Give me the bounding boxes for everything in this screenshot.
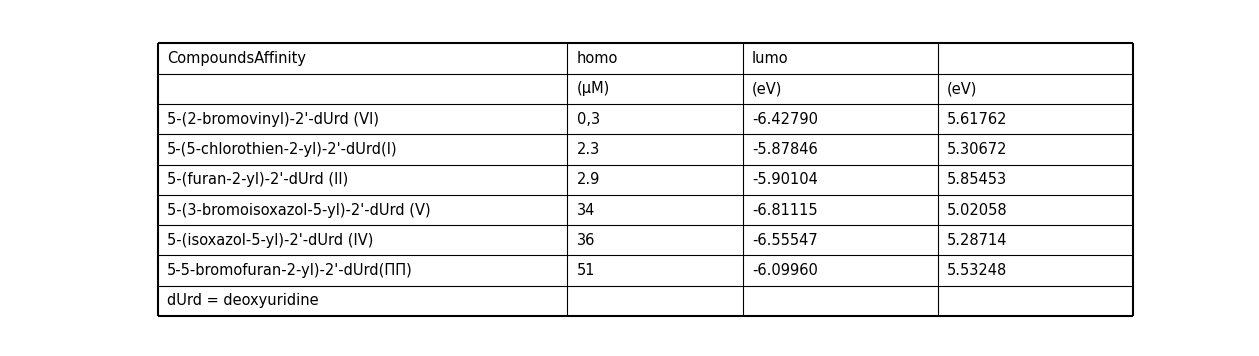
Text: 5.61762: 5.61762 <box>947 112 1007 127</box>
Text: 34: 34 <box>577 203 596 218</box>
Text: 51: 51 <box>577 263 596 278</box>
Text: -5.90104: -5.90104 <box>752 172 818 187</box>
Text: -6.42790: -6.42790 <box>752 112 818 127</box>
Text: CompoundsAffinity: CompoundsAffinity <box>167 51 306 66</box>
Text: -5.87846: -5.87846 <box>752 142 818 157</box>
Text: 2.3: 2.3 <box>577 142 599 157</box>
Text: homo: homo <box>577 51 618 66</box>
Text: (eV): (eV) <box>752 82 782 96</box>
Text: 0,3: 0,3 <box>577 112 599 127</box>
Text: 5-(2-bromovinyl)-2'-dUrd (VI): 5-(2-bromovinyl)-2'-dUrd (VI) <box>167 112 379 127</box>
Text: -6.81115: -6.81115 <box>752 203 817 218</box>
Text: 36: 36 <box>577 233 596 248</box>
Text: 5-(isoxazol-5-yl)-2'-dUrd (IV): 5-(isoxazol-5-yl)-2'-dUrd (IV) <box>167 233 374 248</box>
Text: (eV): (eV) <box>947 82 977 96</box>
Text: -6.09960: -6.09960 <box>752 263 818 278</box>
Text: 5.30672: 5.30672 <box>947 142 1007 157</box>
Text: dUrd = deoxyuridine: dUrd = deoxyuridine <box>167 293 319 308</box>
Text: lumo: lumo <box>752 51 788 66</box>
Text: 5-5-bromofuran-2-yl)-2'-dUrd(ΠΠ): 5-5-bromofuran-2-yl)-2'-dUrd(ΠΠ) <box>167 263 413 278</box>
Text: 5-(5-chlorothien-2-yl)-2'-dUrd(I): 5-(5-chlorothien-2-yl)-2'-dUrd(I) <box>167 142 398 157</box>
Text: 5.85453: 5.85453 <box>947 172 1007 187</box>
Text: 5.28714: 5.28714 <box>947 233 1007 248</box>
Text: -6.55547: -6.55547 <box>752 233 818 248</box>
Text: 5-(furan-2-yl)-2'-dUrd (II): 5-(furan-2-yl)-2'-dUrd (II) <box>167 172 349 187</box>
Text: 2.9: 2.9 <box>577 172 601 187</box>
Text: (μM): (μM) <box>577 82 609 96</box>
Text: 5-(3-bromoisoxazol-5-yl)-2'-dUrd (V): 5-(3-bromoisoxazol-5-yl)-2'-dUrd (V) <box>167 203 431 218</box>
Text: 5.02058: 5.02058 <box>947 203 1007 218</box>
Text: 5.53248: 5.53248 <box>947 263 1007 278</box>
